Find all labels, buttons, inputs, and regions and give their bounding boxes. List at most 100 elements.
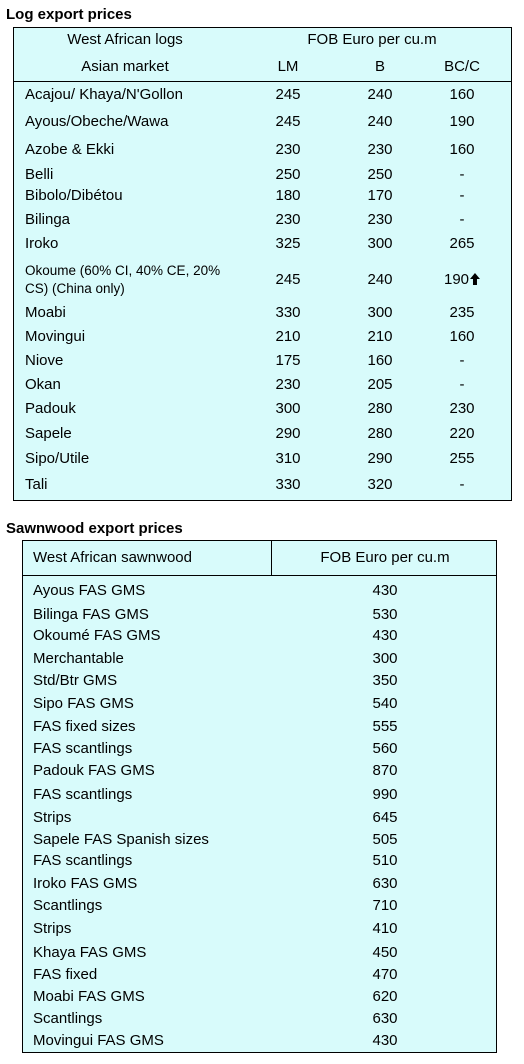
price-cell: - bbox=[459, 211, 465, 228]
price-cell: 430 bbox=[372, 1032, 398, 1049]
price-cell: 230 bbox=[275, 141, 301, 158]
price-cell: 450 bbox=[372, 944, 398, 961]
price-cell: 330 bbox=[275, 304, 301, 321]
row-name: Padouk FAS GMS bbox=[33, 762, 155, 779]
price-cell: 265 bbox=[449, 235, 475, 252]
price-cell: 280 bbox=[367, 400, 393, 417]
price-cell: 230 bbox=[449, 400, 475, 417]
row-name: FAS scantlings bbox=[33, 786, 133, 803]
price-cell: 240 bbox=[367, 113, 393, 130]
price-cell: 290 bbox=[275, 425, 301, 442]
price-cell: 210 bbox=[275, 328, 301, 345]
price-cell: 230 bbox=[275, 376, 301, 393]
header-rule bbox=[13, 81, 512, 82]
row-name: Iroko bbox=[25, 235, 59, 252]
header-cell: LM bbox=[277, 58, 299, 75]
price-cell: 160 bbox=[449, 328, 475, 345]
price-cell: 410 bbox=[372, 920, 398, 937]
row-name: Belli bbox=[25, 166, 54, 183]
price-cell: 290 bbox=[367, 450, 393, 467]
price-cell: 505 bbox=[372, 831, 398, 848]
price-cell: 245 bbox=[275, 271, 301, 288]
row-name: Bilinga FAS GMS bbox=[33, 606, 149, 623]
price-cell: 175 bbox=[275, 352, 301, 369]
row-name: Khaya FAS GMS bbox=[33, 944, 147, 961]
log-table bbox=[13, 27, 512, 501]
price-cell: 205 bbox=[367, 376, 393, 393]
price-cell: 245 bbox=[275, 86, 301, 103]
price-cell: 160 bbox=[367, 352, 393, 369]
price-cell: 470 bbox=[372, 966, 398, 983]
row-name: Azobe & Ekki bbox=[25, 141, 115, 158]
row-name: Movingui bbox=[25, 328, 86, 345]
header-divider bbox=[271, 540, 272, 576]
price-cell: - bbox=[459, 352, 465, 369]
price-cell: 160 bbox=[449, 141, 475, 158]
price-cell: 250 bbox=[367, 166, 393, 183]
row-name: FAS fixed sizes bbox=[33, 718, 136, 735]
row-name: Sapele FAS Spanish sizes bbox=[33, 831, 209, 848]
row-name: Moabi bbox=[25, 304, 66, 321]
row-name: Movingui FAS GMS bbox=[33, 1032, 164, 1049]
price-cell: 540 bbox=[372, 695, 398, 712]
price-cell: 645 bbox=[372, 809, 398, 826]
price-cell: 180 bbox=[275, 187, 301, 204]
row-name: Sipo/Utile bbox=[25, 450, 90, 467]
row-name: Merchantable bbox=[33, 650, 124, 667]
price-cell: 255 bbox=[449, 450, 475, 467]
price-cell: - bbox=[459, 476, 465, 493]
up-arrow-icon bbox=[470, 273, 481, 285]
price-cell: 280 bbox=[367, 425, 393, 442]
price-cell: 245 bbox=[275, 113, 301, 130]
row-name: Iroko FAS GMS bbox=[33, 875, 138, 892]
price-cell: 350 bbox=[372, 672, 398, 689]
header-cell: West African sawnwood bbox=[33, 549, 192, 566]
header-cell: FOB Euro per cu.m bbox=[307, 31, 437, 48]
row-name: Okan bbox=[25, 376, 61, 393]
log-title: Log export prices bbox=[6, 6, 132, 23]
row-name: Padouk bbox=[25, 400, 76, 417]
header-cell: BC/C bbox=[444, 58, 480, 75]
price-cell: 430 bbox=[372, 582, 398, 599]
price-cell: 240 bbox=[367, 271, 393, 288]
price-cell: - bbox=[459, 187, 465, 204]
price-cell: 320 bbox=[367, 476, 393, 493]
row-name: Bilinga bbox=[25, 211, 71, 228]
sawnwood-title: Sawnwood export prices bbox=[6, 520, 183, 537]
price-cell: 510 bbox=[372, 852, 398, 869]
row-name: Sipo FAS GMS bbox=[33, 695, 134, 712]
price-cell: - bbox=[459, 376, 465, 393]
price-cell: 230 bbox=[367, 211, 393, 228]
row-name: FAS fixed bbox=[33, 966, 98, 983]
price-cell: 240 bbox=[367, 86, 393, 103]
header-cell: B bbox=[374, 58, 386, 75]
row-name: Acajou/ Khaya/N'Gollon bbox=[25, 86, 183, 103]
row-name: Strips bbox=[33, 920, 72, 937]
row-name: Scantlings bbox=[33, 897, 103, 914]
row-name: Tali bbox=[25, 476, 48, 493]
sawnwood-header bbox=[22, 540, 497, 576]
price-cell: 230 bbox=[367, 141, 393, 158]
row-name: Sapele bbox=[25, 425, 72, 442]
price-cell: 430 bbox=[372, 627, 398, 644]
sawnwood-table bbox=[22, 575, 497, 1053]
header-cell: West African logs bbox=[67, 31, 183, 48]
price-cell: 300 bbox=[372, 650, 398, 667]
row-name: Niove bbox=[25, 352, 64, 369]
header-cell: Asian market bbox=[81, 58, 169, 75]
row-name: Moabi FAS GMS bbox=[33, 988, 145, 1005]
row-name: Okoume (60% CI, 40% CE, 20% CS) (China o… bbox=[25, 263, 221, 296]
price-cell: 230 bbox=[275, 211, 301, 228]
row-name: Strips bbox=[33, 809, 72, 826]
price-cell: 190 bbox=[449, 113, 475, 130]
price-cell: 325 bbox=[275, 235, 301, 252]
price-cell: 300 bbox=[275, 400, 301, 417]
price-cell: 620 bbox=[372, 988, 398, 1005]
price-cell: 250 bbox=[275, 166, 301, 183]
price-cell: 560 bbox=[372, 740, 398, 757]
price-cell: 220 bbox=[449, 425, 475, 442]
price-cell: 555 bbox=[372, 718, 398, 735]
price-cell: 235 bbox=[449, 304, 475, 321]
price-cell: 710 bbox=[372, 897, 398, 914]
